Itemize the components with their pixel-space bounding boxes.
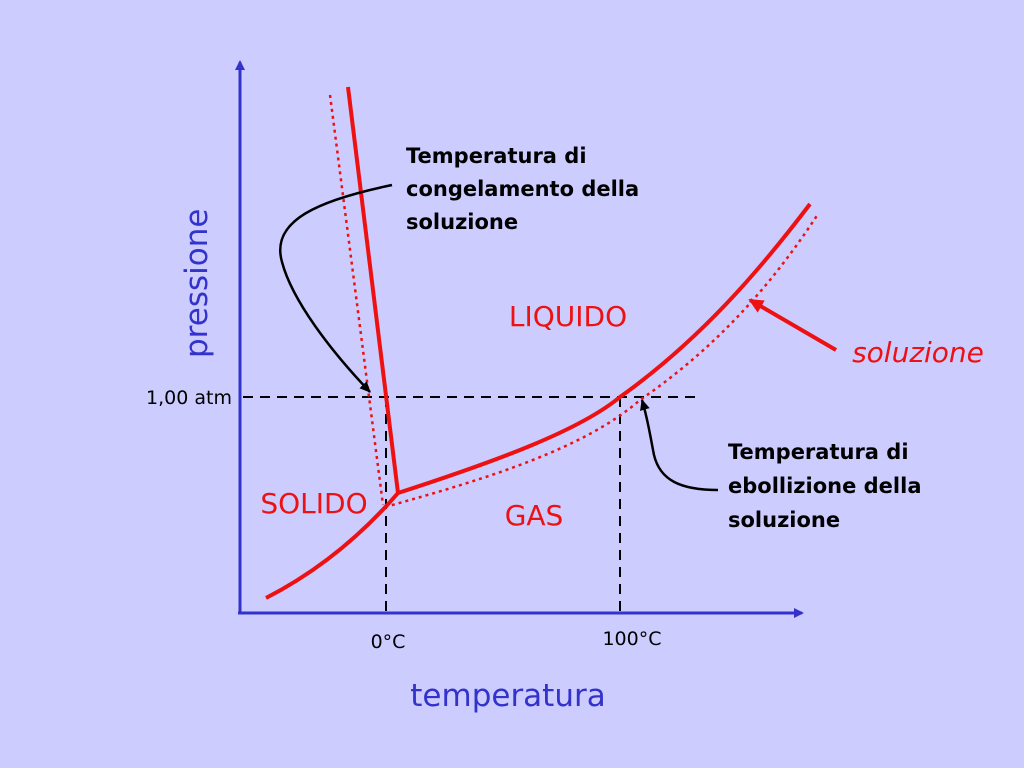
solution-fusion-curve — [328, 94, 385, 506]
boiling-annotation-line-3: soluzione — [728, 508, 840, 532]
liquid-region-label: LIQUIDO — [509, 300, 627, 333]
solution-vaporization-curve — [384, 213, 820, 509]
x-axis-label: temperatura — [410, 678, 605, 714]
vaporization-curve — [397, 202, 812, 495]
freezing-annotation-line-2: congelamento della — [406, 177, 639, 201]
boiling-annotation-line-1: Temperatura di — [728, 440, 909, 464]
y-axis-label: pressione — [179, 209, 215, 358]
freezing-annotation-arrow — [279, 183, 393, 393]
gas-region-label: GAS — [505, 499, 564, 532]
freezing-annotation-line-1: Temperatura di — [406, 144, 587, 168]
pressure-tick-label: 1,00 atm — [146, 387, 232, 409]
solution-label: soluzione — [852, 336, 984, 369]
boiling-annotation-arrow — [640, 399, 719, 492]
sublimation-curve — [265, 491, 400, 600]
fusion-curve — [346, 86, 400, 494]
hundred-celsius-tick-label: 100°C — [602, 628, 661, 650]
solid-region-label: SOLIDO — [260, 487, 367, 520]
solution-label-arrow — [748, 298, 838, 352]
zero-celsius-tick-label: 0°C — [371, 631, 406, 653]
freezing-annotation-line-3: soluzione — [406, 210, 518, 234]
boiling-annotation-line-2: ebollizione della — [728, 474, 922, 498]
